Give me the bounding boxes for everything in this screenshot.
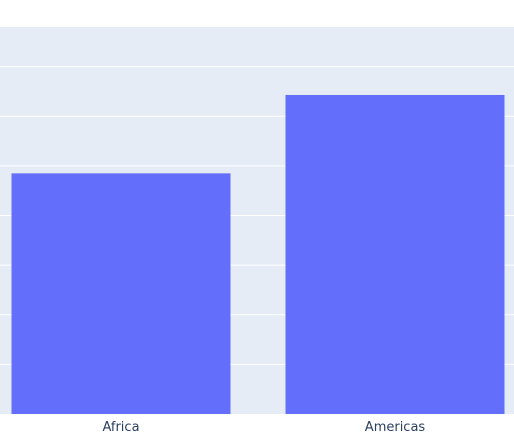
x-tick-label-americas: Americas [365,420,426,435]
x-axis-tick-labels: Africa Americas [102,420,425,435]
bars [11,94,505,414]
x-tick-label-africa: Africa [102,420,139,435]
bar-americas[interactable] [285,94,505,414]
bar-africa[interactable] [11,173,231,414]
